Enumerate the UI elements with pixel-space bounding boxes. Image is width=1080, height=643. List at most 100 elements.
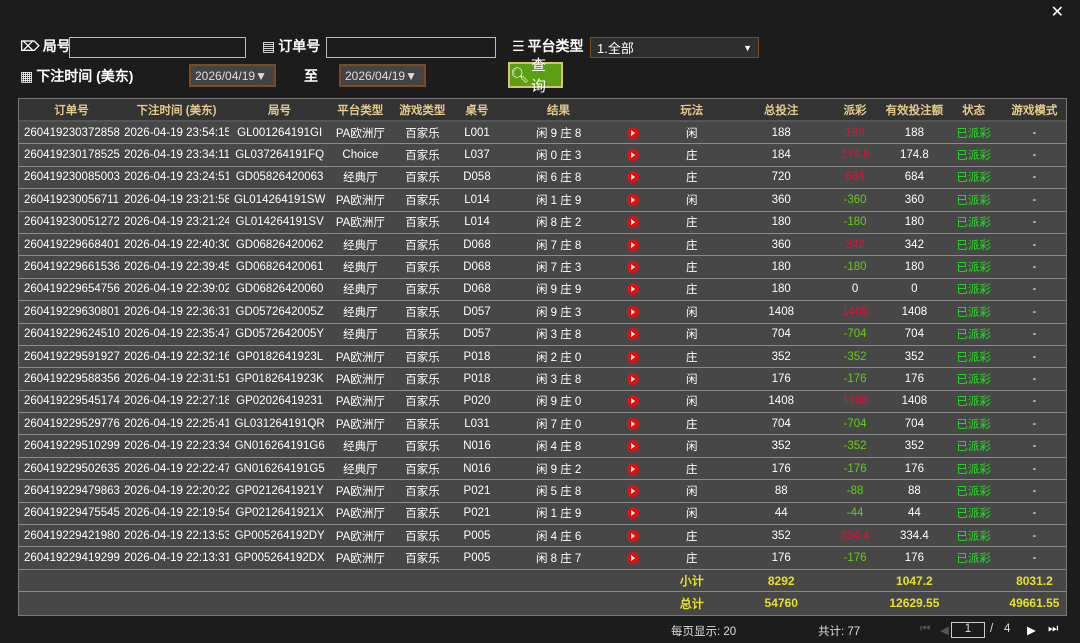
play-video-icon[interactable] (618, 350, 647, 363)
bet-time: 2026-04-19 22:32:16 (124, 350, 230, 363)
order-id: 260419229421980 (24, 529, 120, 542)
table-no: D057 (463, 328, 491, 341)
play-video-icon[interactable] (618, 552, 647, 565)
valid-bet: 44 (907, 507, 921, 520)
bet-side: 庄 (686, 217, 698, 230)
play-video-icon[interactable] (618, 171, 647, 184)
table-no: L014 (464, 216, 490, 229)
play-video-icon[interactable] (618, 417, 647, 430)
play-video-icon[interactable] (618, 507, 647, 520)
play-video-icon[interactable] (618, 216, 647, 229)
total-bet: 352 (771, 529, 791, 542)
order-id: 260419230085003 (24, 171, 120, 184)
play-icon (626, 238, 639, 251)
payout: 174.8 (840, 149, 870, 162)
query-button[interactable]: 🔍︎ 查询 (508, 57, 563, 95)
play-video-icon[interactable] (618, 462, 647, 475)
table-row: 260419229475545 2026-04-19 22:19:54 GP0212… (19, 503, 1066, 526)
platform: PA欧洲厅 (335, 351, 385, 364)
game-type: 百家乐 (405, 373, 440, 386)
payout: 684 (845, 171, 865, 184)
play-video-icon[interactable] (618, 126, 647, 139)
play-video-icon[interactable] (618, 283, 647, 296)
play-icon (626, 149, 639, 162)
table-no: D058 (463, 171, 491, 184)
bet-side: 闲 (686, 396, 698, 409)
bet-side: 闲 (686, 194, 698, 207)
play-video-icon[interactable] (618, 305, 647, 318)
date-to[interactable]: 2026/04/19▼ (339, 64, 426, 87)
status: 已派彩 (956, 172, 991, 185)
valid-bet: 1408 (901, 395, 928, 408)
round-input[interactable] (69, 37, 246, 58)
close-button[interactable]: ✕ (1050, 4, 1064, 21)
order-input[interactable] (326, 37, 496, 58)
column-header: 平台类型 (337, 104, 384, 117)
play-video-icon[interactable] (618, 261, 647, 274)
bet-side: 庄 (686, 418, 698, 431)
payout: -352 (843, 350, 867, 363)
play-video-icon[interactable] (618, 484, 647, 497)
first-page-icon[interactable]: ⏮ (920, 623, 931, 635)
table-no: L031 (464, 417, 490, 430)
total-bet: 1408 (768, 305, 794, 318)
valid-bet: 88 (907, 484, 921, 497)
round-id: GP0212641921X (235, 507, 324, 520)
table-row: 260419229588356 2026-04-19 22:31:51 GP0182… (19, 368, 1066, 391)
bet-table: 订单号 下注时间 (美东) 局号 平台类型 游戏类型 桌号 结果 玩法 总投注 派彩 有效投注额 状态… (18, 98, 1067, 616)
order-label: ▤ 订单号 (262, 37, 321, 55)
page-input[interactable]: 1 (951, 622, 985, 638)
platform: PA欧洲厅 (335, 553, 385, 566)
next-page-icon[interactable]: ▶ (1027, 625, 1036, 637)
table-no: D057 (463, 305, 491, 318)
clipboard-icon: ▤ (262, 37, 276, 54)
play-video-icon[interactable] (618, 193, 647, 206)
play-video-icon[interactable] (618, 149, 647, 162)
valid-bet: 180 (904, 216, 924, 229)
bet-side: 庄 (686, 553, 698, 566)
bet-side: 闲 (686, 127, 698, 140)
bet-time: 2026-04-19 22:40:30 (124, 238, 230, 251)
game-type: 百家乐 (405, 306, 440, 319)
play-video-icon[interactable] (618, 395, 647, 408)
valid-bet: 0 (911, 283, 918, 296)
play-video-icon[interactable] (618, 372, 647, 385)
status: 已派彩 (956, 194, 991, 207)
bet-time: 2026-04-19 22:13:53 (124, 529, 230, 542)
bet-time: 2026-04-19 22:31:51 (124, 372, 230, 385)
payout: -44 (846, 507, 864, 520)
result: 闲 2 庄 0 (535, 351, 582, 364)
total-label: 总计 (679, 596, 704, 611)
bet-side: 闲 (686, 329, 698, 342)
play-video-icon[interactable] (618, 440, 647, 453)
bet-time: 2026-04-19 23:34:11 (124, 149, 230, 162)
play-video-icon[interactable] (618, 238, 647, 251)
prev-page-icon[interactable]: ◀ (940, 625, 949, 637)
play-video-icon[interactable] (618, 328, 647, 341)
bet-time: 2026-04-19 23:21:24 (124, 216, 230, 229)
table-row: 260419229654756 2026-04-19 22:39:02 GD0682… (19, 279, 1066, 302)
table-row: 260419230372858 2026-04-19 23:54:15 GL0012… (19, 122, 1066, 145)
platform-select[interactable]: 1.全部 ▼ (590, 37, 759, 58)
valid-bet: 334.4 (899, 529, 929, 542)
payout: -180 (843, 261, 867, 274)
game-mode: - (1032, 283, 1037, 296)
status: 已派彩 (956, 150, 991, 163)
game-type: 百家乐 (405, 284, 440, 297)
payout: -176 (843, 462, 867, 475)
play-icon (626, 372, 639, 385)
result: 闲 7 庄 0 (535, 418, 582, 431)
order-id: 260419229591927 (24, 350, 120, 363)
play-video-icon[interactable] (618, 529, 647, 542)
payout: -176 (843, 372, 867, 385)
total-valid: 49661.55 (1009, 596, 1060, 611)
last-page-icon[interactable]: ⏭ (1048, 623, 1059, 635)
date-from[interactable]: 2026/04/19▼ (189, 64, 276, 87)
game-type: 百家乐 (405, 351, 440, 364)
game-type: 百家乐 (405, 553, 440, 566)
bet-side: 庄 (686, 172, 698, 185)
total-bet: 176 (771, 372, 791, 385)
valid-bet: 352 (904, 440, 924, 453)
status: 已派彩 (956, 373, 991, 386)
play-icon (626, 328, 639, 341)
